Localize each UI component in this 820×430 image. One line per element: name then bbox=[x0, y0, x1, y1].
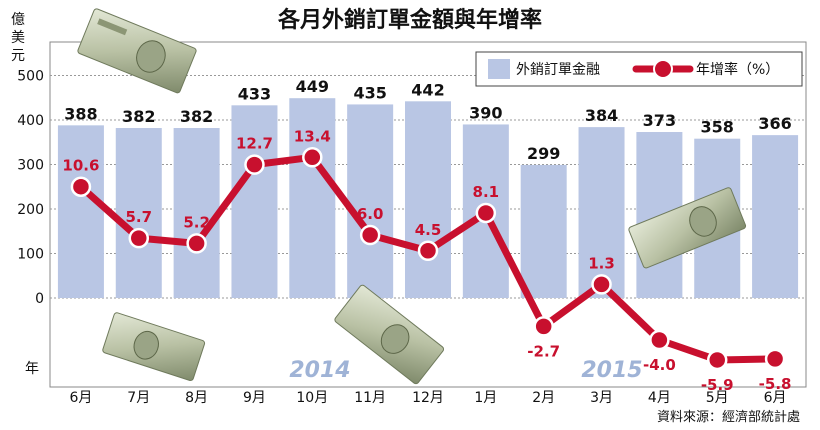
x-tick-label: 7月 bbox=[127, 390, 150, 406]
growth-value-label: 10.6 bbox=[62, 157, 99, 175]
growth-point bbox=[70, 176, 92, 197]
bar-labels: 388 382 382 433 449 435 442 390 299 384 373 358 366 bbox=[64, 77, 792, 163]
y-tick-label: 200 bbox=[17, 202, 44, 218]
y-tick-label: 500 bbox=[17, 69, 44, 85]
plot-frame bbox=[49, 41, 807, 388]
y-tick-label: 0 bbox=[35, 291, 44, 307]
y-tick-label: 400 bbox=[17, 113, 44, 129]
bar-value-label: 435 bbox=[353, 83, 386, 102]
bar bbox=[520, 164, 567, 298]
growth-value-label: 5.2 bbox=[183, 213, 210, 231]
bars bbox=[57, 98, 799, 299]
legend-line-label: 年增率（%） bbox=[696, 61, 779, 78]
growth-point bbox=[475, 202, 497, 224]
y-unit-label: 億 美 元 bbox=[11, 12, 25, 64]
x-tick-label: 10月 bbox=[296, 390, 328, 406]
bar-value-label: 384 bbox=[585, 106, 618, 125]
growth-point bbox=[186, 233, 207, 254]
y-unit-char-2: 美 bbox=[11, 30, 25, 46]
growth-point bbox=[533, 316, 554, 337]
growth-point bbox=[649, 329, 670, 351]
bar-value-label: 382 bbox=[122, 107, 155, 126]
bar-value-label: 442 bbox=[411, 80, 444, 99]
bar bbox=[231, 105, 278, 298]
growth-point bbox=[417, 240, 439, 261]
x-tick-label: 8月 bbox=[185, 390, 208, 406]
x-axis-ticks: 6月 7月 8月 9月 10月 11月 12月 1月 2月 3月 4月 5月 6月 bbox=[69, 390, 786, 406]
y-unit-char-3: 元 bbox=[11, 48, 25, 64]
money-illustration-1 bbox=[77, 8, 197, 94]
legend: 外銷訂單金融 年增率（%） bbox=[475, 51, 803, 87]
growth-point bbox=[302, 147, 323, 168]
x-tick-label: 6月 bbox=[764, 390, 787, 406]
x-tick-label: 6月 bbox=[69, 390, 92, 406]
growth-value-label: 1.3 bbox=[588, 254, 615, 272]
bar-value-label: 366 bbox=[758, 114, 791, 133]
y-axis-ticks: 0 100 200 300 400 500 bbox=[17, 69, 44, 308]
bar bbox=[578, 127, 625, 299]
y-unit-char-1: 億 bbox=[11, 12, 25, 28]
growth-value-label: 6.0 bbox=[357, 205, 384, 223]
y-tick-label: 300 bbox=[17, 158, 44, 174]
year-label-2014: 2014 bbox=[289, 358, 350, 383]
x-tick-label: 2月 bbox=[532, 390, 555, 406]
bar-value-label: 388 bbox=[64, 104, 97, 123]
x-tick-label: 9月 bbox=[243, 390, 266, 406]
growth-value-label: 4.5 bbox=[415, 221, 442, 239]
bar bbox=[289, 98, 336, 298]
bar-value-label: 358 bbox=[701, 118, 734, 137]
growth-value-label: -2.7 bbox=[527, 342, 560, 360]
growth-point bbox=[764, 348, 786, 370]
source-note: 資料來源：經濟部統計處 bbox=[657, 409, 800, 425]
bar-value-label: 299 bbox=[527, 144, 560, 163]
growth-value-label: 5.7 bbox=[125, 208, 152, 226]
legend-bar-label: 外銷訂單金融 bbox=[516, 62, 600, 78]
y-tick-label: 100 bbox=[17, 247, 44, 263]
bar-value-label: 390 bbox=[469, 103, 502, 122]
x-tick-label: 12月 bbox=[412, 390, 444, 406]
bar bbox=[115, 128, 162, 298]
line-labels: 10.6 5.7 5.2 12.7 13.4 6.0 4.5 8.1 -2.7 1.3 -4.0 -5… bbox=[62, 127, 791, 394]
growth-value-label: 8.1 bbox=[473, 183, 500, 201]
growth-point bbox=[591, 274, 612, 295]
x-tick-label: 5月 bbox=[706, 390, 729, 406]
bar bbox=[57, 125, 104, 298]
growth-point bbox=[244, 154, 265, 175]
growth-line-series bbox=[70, 147, 786, 371]
legend-line-marker bbox=[653, 59, 673, 79]
bar-value-label: 382 bbox=[180, 107, 213, 126]
bar bbox=[173, 128, 220, 298]
money-illustration-4 bbox=[628, 187, 747, 269]
growth-value-label: 12.7 bbox=[236, 135, 273, 153]
legend-bar-swatch bbox=[488, 59, 510, 79]
x-tick-label: 11月 bbox=[354, 390, 386, 406]
bar bbox=[752, 135, 799, 298]
growth-point bbox=[128, 227, 150, 249]
money-illustration-3 bbox=[334, 284, 445, 385]
x-tick-label: 3月 bbox=[590, 390, 613, 406]
bar bbox=[405, 101, 451, 298]
bar bbox=[347, 104, 394, 298]
growth-value-label: -5.8 bbox=[759, 375, 792, 393]
growth-value-label: 13.4 bbox=[294, 127, 331, 145]
growth-point bbox=[359, 224, 381, 246]
x-unit-label: 年 bbox=[25, 361, 39, 377]
bar-value-label: 433 bbox=[238, 84, 271, 103]
money-illustration-2 bbox=[102, 312, 206, 382]
year-label-2015: 2015 bbox=[581, 358, 642, 383]
growth-value-label: -5.9 bbox=[701, 376, 734, 394]
bar-value-label: 449 bbox=[296, 77, 329, 96]
growth-value-label: -4.0 bbox=[643, 356, 676, 374]
chart-title: 各月外銷訂單金額與年增率 bbox=[277, 7, 542, 33]
x-tick-label: 4月 bbox=[648, 390, 671, 406]
x-tick-label: 1月 bbox=[474, 390, 497, 406]
bar-value-label: 373 bbox=[643, 111, 676, 130]
growth-point bbox=[706, 349, 728, 371]
